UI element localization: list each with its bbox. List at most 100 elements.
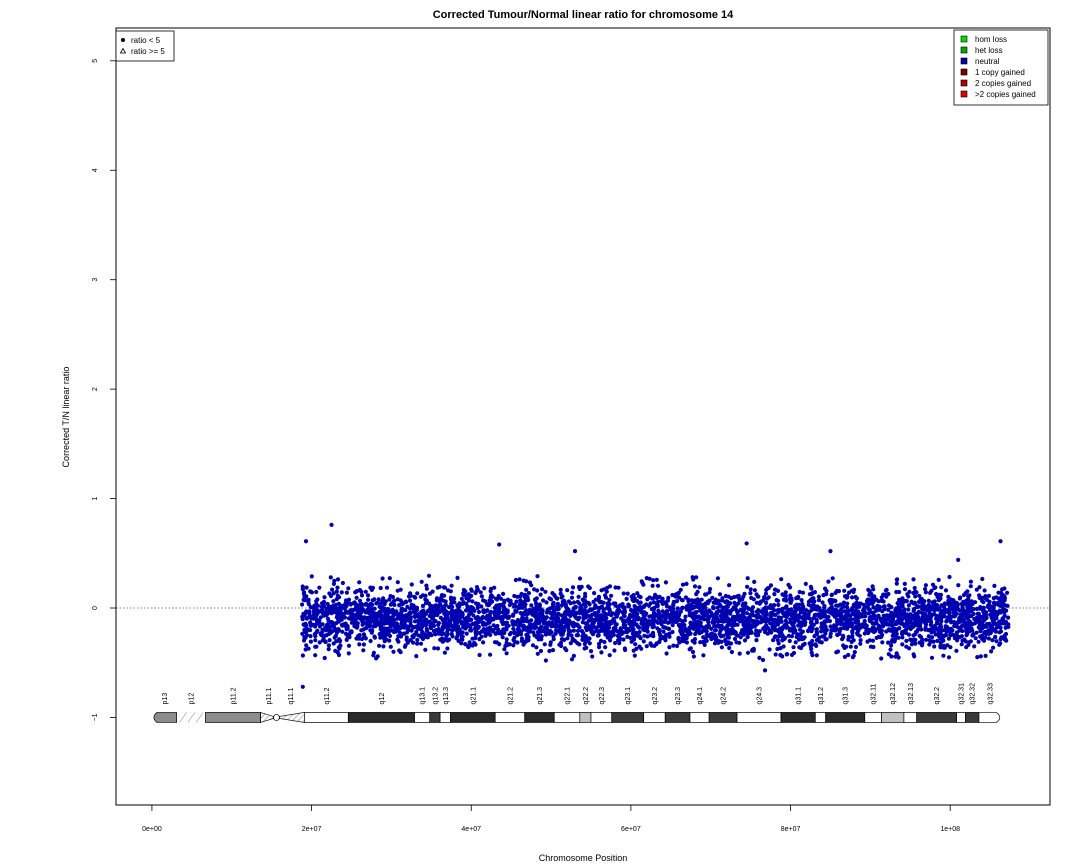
data-point: [330, 606, 335, 612]
data-point: [524, 587, 529, 592]
data-point: [431, 623, 437, 629]
data-point: [691, 626, 696, 631]
data-point: [980, 626, 985, 631]
data-point: [697, 605, 702, 610]
data-point: [768, 583, 774, 588]
data-point: [825, 616, 830, 621]
x-tick-label: 1e+08: [940, 826, 960, 833]
data-point: [948, 645, 953, 650]
data-point: [605, 585, 610, 590]
data-point: [745, 576, 750, 581]
data-point: [797, 622, 802, 628]
data-point: [395, 637, 400, 642]
data-point: [987, 608, 993, 613]
data-point: [687, 613, 692, 618]
data-point: [819, 621, 824, 626]
data-point: [329, 611, 334, 616]
data-point: [692, 640, 697, 645]
data-point: [605, 629, 610, 634]
data-point: [492, 605, 497, 610]
data-point: [631, 648, 636, 653]
data-point: [969, 613, 974, 619]
data-point: [607, 597, 612, 602]
data-point: [409, 582, 414, 587]
data-point: [840, 604, 845, 609]
data-point: [418, 594, 423, 599]
data-point: [922, 607, 927, 612]
ideogram-stalk: [187, 712, 196, 723]
data-point: [886, 591, 891, 597]
data-point: [702, 617, 707, 622]
data-point: [527, 629, 532, 634]
data-point: [897, 589, 902, 595]
data-point: [466, 644, 471, 650]
data-point: [879, 656, 884, 661]
data-point: [766, 618, 771, 623]
data-point: [902, 624, 907, 629]
data-point: [395, 588, 400, 593]
data-point: [603, 645, 608, 650]
ideogram-band-label: q21.2: [507, 687, 514, 705]
data-point: [541, 598, 546, 603]
data-point: [616, 608, 622, 613]
data-point: [854, 605, 859, 610]
data-point: [680, 605, 685, 610]
data-point: [420, 623, 425, 628]
outlier-point: [329, 522, 334, 527]
data-point: [544, 626, 549, 631]
data-point: [622, 625, 627, 630]
data-point: [423, 601, 429, 606]
data-point: [977, 614, 982, 619]
data-point: [582, 602, 587, 607]
data-point: [836, 603, 841, 608]
data-point: [889, 639, 894, 644]
data-point: [322, 639, 327, 644]
data-point: [919, 643, 925, 648]
data-point: [330, 587, 335, 592]
data-point: [794, 596, 799, 601]
data-point: [960, 638, 965, 643]
legend-state-label: 2 copies gained: [975, 79, 1031, 88]
data-point: [764, 600, 769, 606]
data-point: [989, 649, 994, 654]
data-point: [601, 587, 607, 592]
data-point: [579, 584, 584, 590]
data-point: [535, 651, 540, 656]
data-point: [598, 638, 604, 644]
data-point: [828, 624, 833, 629]
data-point: [888, 647, 893, 652]
data-point: [891, 612, 896, 618]
data-point: [796, 619, 802, 624]
data-point: [823, 586, 828, 591]
data-point: [583, 625, 588, 630]
data-point: [606, 611, 611, 617]
data-point: [513, 577, 519, 583]
data-point: [847, 613, 852, 618]
data-point: [719, 598, 725, 603]
data-point: [559, 637, 565, 642]
ideogram-band-label: q11.2: [324, 687, 331, 704]
data-point: [305, 615, 311, 620]
data-point: [346, 586, 351, 591]
data-point: [741, 622, 746, 628]
data-point: [712, 641, 718, 646]
data-point: [848, 617, 853, 622]
data-point: [435, 646, 441, 651]
data-point: [481, 640, 486, 645]
data-point: [449, 631, 454, 637]
data-point: [913, 589, 918, 594]
data-point: [882, 622, 887, 627]
outlier-point: [828, 549, 833, 554]
data-point: [456, 629, 461, 634]
data-point: [461, 625, 466, 630]
data-point: [956, 635, 961, 640]
data-point: [787, 585, 793, 590]
ideogram-band: [153, 712, 178, 723]
data-point: [408, 638, 413, 643]
data-point: [926, 603, 931, 608]
data-point: [432, 646, 437, 651]
data-point: [303, 611, 308, 616]
data-point: [814, 620, 819, 625]
data-point: [595, 633, 600, 638]
data-point: [464, 631, 469, 636]
